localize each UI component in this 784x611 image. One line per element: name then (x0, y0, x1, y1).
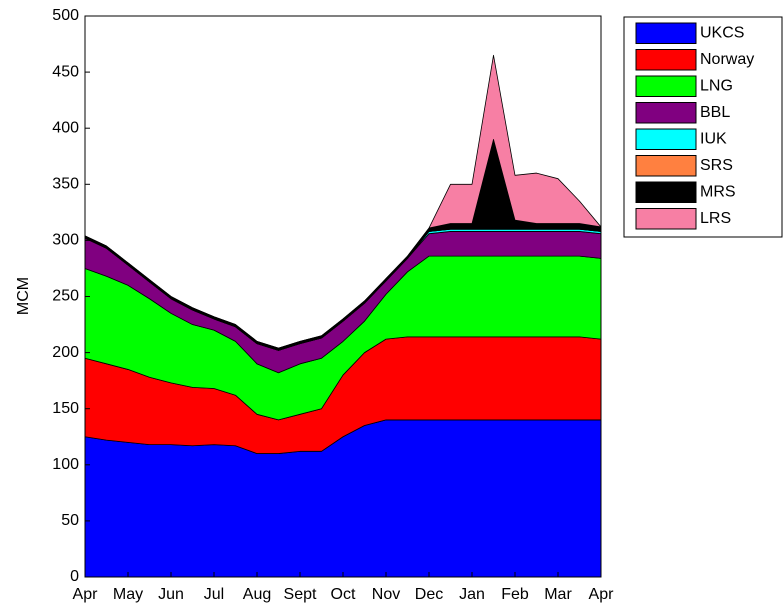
y-tick-label: 500 (52, 7, 79, 24)
x-tick-label: Jan (459, 586, 485, 603)
y-tick-label: 100 (52, 456, 79, 473)
y-tick-label: 450 (52, 63, 79, 80)
legend-swatch (635, 49, 697, 71)
y-tick-label: 400 (52, 119, 79, 136)
legend-swatch (635, 181, 697, 203)
x-tick-label: May (113, 586, 143, 603)
x-tick-label: Jul (204, 586, 224, 603)
y-tick-label: 0 (70, 568, 79, 585)
x-tick-label: Nov (372, 586, 400, 603)
legend-label: SRS (700, 157, 733, 174)
legend-swatch (635, 155, 697, 177)
y-tick-label: 300 (52, 232, 79, 249)
legend-swatch (635, 22, 697, 44)
y-tick-label: 200 (52, 344, 79, 361)
legend-label: Norway (700, 51, 754, 68)
legend-label: IUK (700, 130, 727, 147)
x-tick-label: Oct (331, 586, 356, 603)
legend-label: UKCS (700, 24, 744, 41)
legend-label: LNG (700, 77, 733, 94)
y-tick-label: 150 (52, 400, 79, 417)
x-tick-label: Feb (501, 586, 529, 603)
legend-swatch (635, 128, 697, 150)
x-tick-label: Apr (589, 586, 615, 603)
x-tick-label: Dec (415, 586, 443, 603)
x-tick-label: Mar (544, 586, 572, 603)
legend-swatch (635, 75, 697, 97)
x-tick-label: Aug (243, 586, 271, 603)
y-axis-label: MCM (15, 277, 32, 315)
x-tick-label: Sept (284, 586, 317, 603)
y-tick-label: 50 (61, 512, 79, 529)
x-tick-label: Apr (73, 586, 99, 603)
legend-label: MRS (700, 183, 736, 200)
legend-label: LRS (700, 210, 731, 227)
y-tick-label: 250 (52, 288, 79, 305)
legend-swatch (635, 208, 697, 230)
legend-label: BBL (700, 104, 730, 121)
legend-swatch (635, 102, 697, 124)
x-tick-label: Jun (158, 586, 184, 603)
y-tick-label: 350 (52, 176, 79, 193)
